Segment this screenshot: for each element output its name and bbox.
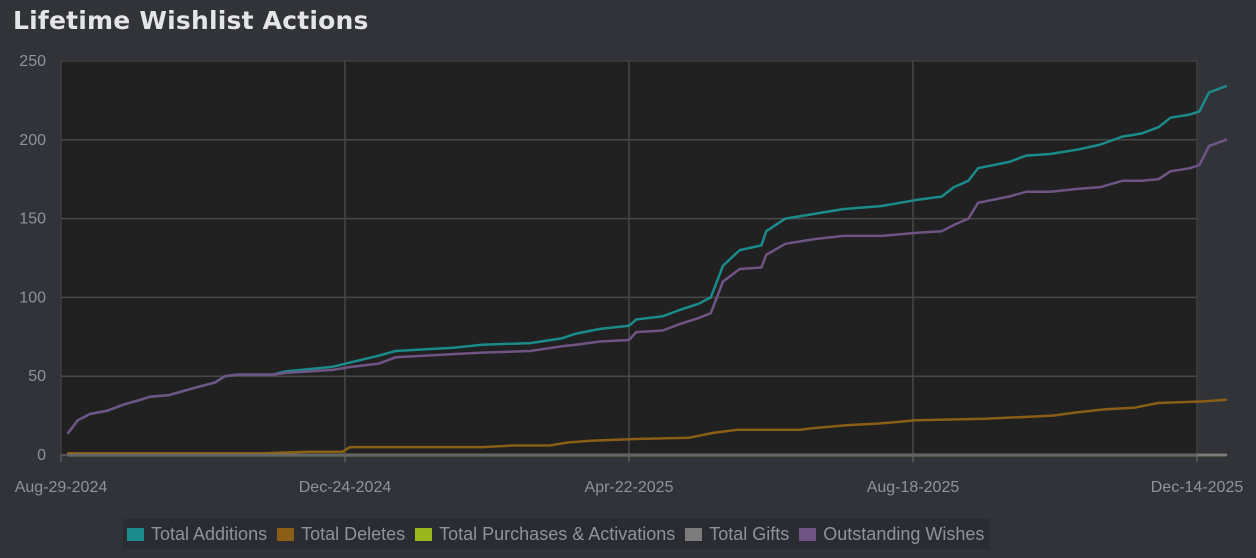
chart-title: Lifetime Wishlist Actions xyxy=(13,6,369,35)
legend-swatch xyxy=(415,527,433,541)
y-tick-label: 150 xyxy=(19,211,46,228)
legend-swatch xyxy=(127,527,144,541)
x-tick-label: Apr-22-2025 xyxy=(585,479,674,496)
y-tick-label: 50 xyxy=(28,368,46,385)
legend-label: Total Additions xyxy=(151,523,268,544)
legend-item[interactable]: Outstanding Wishes xyxy=(799,524,984,545)
x-tick-label: Dec-14-2025 xyxy=(1151,479,1244,496)
x-tick-label: Dec-24-2024 xyxy=(299,479,392,496)
legend-label: Total Gifts xyxy=(709,523,790,544)
legend-swatch xyxy=(685,527,703,541)
y-tick-label: 100 xyxy=(19,289,46,306)
y-tick-label: 0 xyxy=(37,447,46,464)
series-line-outstanding-wishes xyxy=(66,138,1228,435)
series-line-total-deletes xyxy=(66,398,1228,455)
y-tick-label: 200 xyxy=(19,132,46,149)
legend-label: Total Purchases & Activations xyxy=(439,523,676,544)
legend-swatch xyxy=(277,527,295,541)
chart-legend: Total Additions Total Deletes Total Purcha… xyxy=(123,519,991,549)
x-tick-label: Aug-29-2024 xyxy=(15,479,108,496)
gridlines xyxy=(61,61,1197,455)
legend-label: Outstanding Wishes xyxy=(823,523,985,544)
y-tick-label: 250 xyxy=(19,53,46,70)
legend-item[interactable]: Total Additions xyxy=(127,524,267,545)
legend-item[interactable]: Total Deletes xyxy=(277,524,405,545)
legend-label: Total Deletes xyxy=(301,523,406,544)
legend-item[interactable]: Total Purchases & Activations xyxy=(415,524,675,545)
legend-swatch xyxy=(799,527,817,541)
legend-item[interactable]: Total Gifts xyxy=(685,524,789,545)
axes: 0 50 100 150 200 250 Aug-29-2024 Dec-24-2024 Apr… xyxy=(15,53,1244,496)
x-tick-label: Aug-18-2025 xyxy=(867,479,960,496)
